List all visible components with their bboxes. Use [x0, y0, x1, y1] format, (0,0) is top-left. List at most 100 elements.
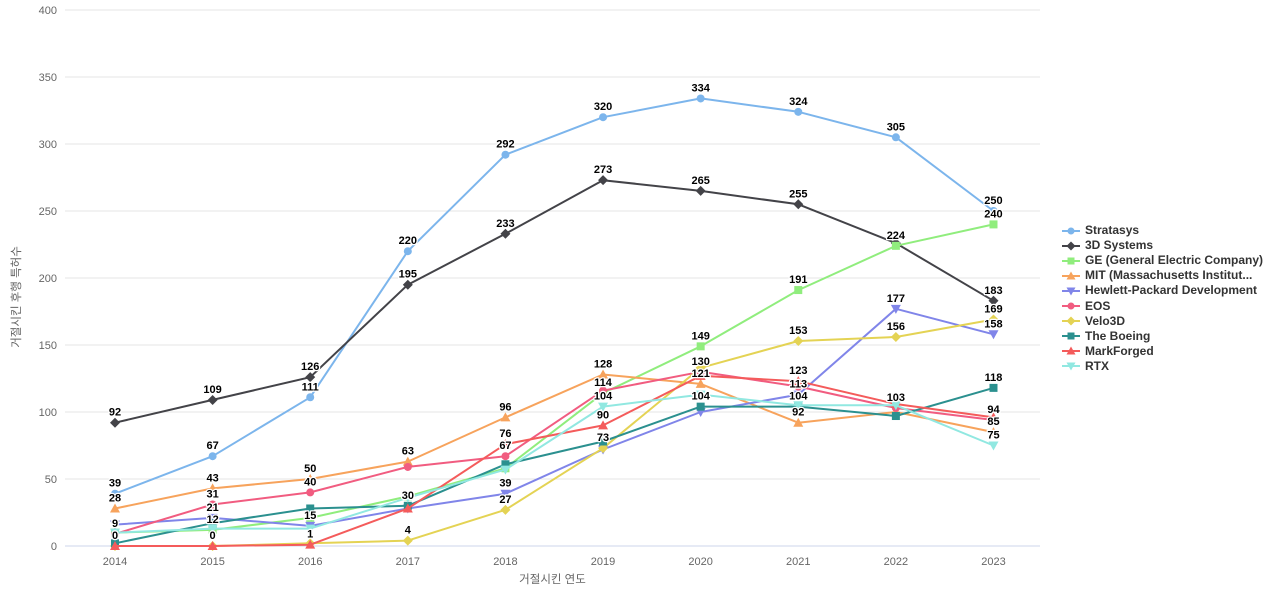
data-point[interactable] — [793, 376, 804, 386]
data-point[interactable] — [402, 493, 413, 503]
data-point[interactable] — [599, 386, 608, 395]
series-line[interactable] — [114, 386, 995, 545]
data-point[interactable] — [1066, 241, 1076, 251]
data-point[interactable] — [891, 412, 900, 421]
data-point[interactable] — [794, 107, 803, 116]
data-point[interactable] — [598, 369, 609, 379]
legend-item-ge-general-electric-company[interactable]: GE (General Electric Company) — [1062, 253, 1263, 268]
data-point[interactable] — [305, 474, 316, 483]
series-3d-systems[interactable] — [110, 175, 999, 428]
series-line[interactable] — [114, 97, 995, 495]
legend-item-velo3d[interactable]: Velo3D — [1062, 314, 1263, 329]
data-point[interactable] — [208, 519, 217, 528]
data-point[interactable] — [110, 520, 120, 530]
data-point[interactable] — [988, 412, 999, 422]
data-point[interactable] — [695, 378, 706, 388]
series-markforged[interactable] — [110, 370, 999, 550]
data-point[interactable] — [1066, 287, 1076, 296]
data-point[interactable] — [891, 241, 900, 250]
data-point[interactable] — [695, 390, 706, 400]
series-the-boeing[interactable] — [111, 383, 998, 548]
data-point[interactable] — [989, 207, 998, 215]
data-point[interactable] — [1066, 346, 1076, 355]
series-line[interactable] — [114, 179, 995, 424]
data-point[interactable] — [402, 535, 413, 546]
data-point[interactable] — [794, 286, 803, 295]
data-point[interactable] — [402, 279, 413, 290]
data-point[interactable] — [1067, 302, 1075, 310]
series-velo3d[interactable] — [110, 314, 999, 551]
series-line[interactable] — [114, 370, 995, 535]
data-point[interactable] — [599, 113, 608, 122]
data-point[interactable] — [207, 394, 218, 405]
data-point[interactable] — [598, 402, 609, 412]
data-point[interactable] — [988, 441, 999, 451]
data-point[interactable] — [1067, 257, 1075, 265]
data-point[interactable] — [988, 295, 999, 306]
data-point[interactable] — [305, 524, 316, 534]
legend-item-hewlett-packard-development[interactable]: Hewlett-Packard Development — [1062, 283, 1263, 298]
data-point[interactable] — [793, 199, 804, 210]
series-line[interactable] — [114, 223, 995, 534]
data-point[interactable] — [500, 439, 511, 449]
data-point[interactable] — [110, 503, 120, 513]
legend-item-rtx[interactable]: RTX — [1062, 359, 1263, 374]
data-point[interactable] — [402, 456, 413, 466]
series-line[interactable] — [114, 318, 995, 547]
data-point[interactable] — [306, 504, 315, 513]
data-point[interactable] — [1066, 316, 1076, 326]
legend-item-markforged[interactable]: MarkForged — [1062, 344, 1263, 359]
legend-item-eos[interactable]: EOS — [1062, 298, 1263, 313]
data-point[interactable] — [695, 362, 706, 373]
series-mit-massachusetts-institut[interactable] — [110, 369, 999, 513]
data-point[interactable] — [695, 185, 706, 196]
data-point[interactable] — [696, 402, 705, 411]
data-point[interactable] — [306, 393, 315, 402]
data-point[interactable] — [988, 427, 999, 437]
series-rtx[interactable] — [110, 390, 999, 538]
data-point[interactable] — [890, 401, 901, 411]
data-point[interactable] — [500, 489, 511, 499]
data-point[interactable] — [1067, 332, 1075, 340]
data-point[interactable] — [403, 247, 412, 256]
legend-item-mit-massachusetts-institut[interactable]: MIT (Massachusetts Institut... — [1062, 268, 1263, 283]
data-point[interactable] — [500, 228, 511, 239]
data-point[interactable] — [500, 465, 511, 475]
data-point[interactable] — [207, 541, 218, 550]
data-point[interactable] — [793, 390, 804, 400]
series-ge-general-electric-company[interactable] — [111, 220, 998, 537]
data-point[interactable] — [696, 94, 705, 103]
data-point[interactable] — [305, 372, 316, 383]
legend-item-3d-systems[interactable]: 3D Systems — [1062, 238, 1263, 253]
data-point[interactable] — [891, 133, 900, 142]
data-point[interactable] — [110, 417, 120, 428]
data-point[interactable] — [500, 412, 511, 422]
data-point[interactable] — [208, 500, 217, 509]
data-point[interactable] — [110, 541, 120, 550]
data-point[interactable] — [1066, 362, 1076, 371]
data-point[interactable] — [111, 489, 119, 498]
data-point[interactable] — [793, 335, 804, 346]
data-point[interactable] — [1067, 227, 1075, 235]
data-point[interactable] — [306, 513, 315, 522]
data-point[interactable] — [208, 452, 217, 461]
data-point[interactable] — [989, 383, 998, 392]
data-point[interactable] — [501, 150, 510, 159]
data-point[interactable] — [598, 420, 609, 430]
data-point[interactable] — [598, 175, 609, 186]
data-point[interactable] — [988, 314, 999, 325]
data-point[interactable] — [890, 304, 901, 314]
legend-item-stratasys[interactable]: Stratasys — [1062, 223, 1263, 238]
data-point[interactable] — [110, 528, 120, 538]
series-line[interactable] — [114, 307, 995, 527]
data-point[interactable] — [598, 443, 609, 454]
data-point[interactable] — [793, 417, 804, 427]
data-point[interactable] — [207, 513, 218, 523]
data-point[interactable] — [207, 524, 218, 534]
data-point[interactable] — [988, 330, 999, 340]
legend-item-the-boeing[interactable]: The Boeing — [1062, 329, 1263, 344]
series-line[interactable] — [114, 393, 995, 534]
data-point[interactable] — [207, 483, 218, 493]
data-point[interactable] — [1066, 271, 1076, 280]
series-stratasys[interactable] — [111, 94, 998, 498]
